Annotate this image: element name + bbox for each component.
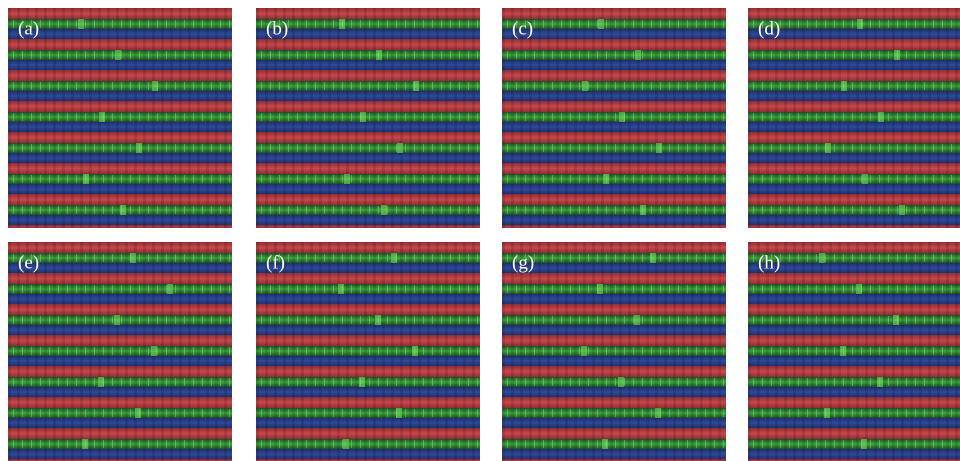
panel-texture <box>502 242 726 461</box>
panel-label: (a) <box>18 18 39 39</box>
highlight <box>343 439 349 449</box>
panel-label: (f) <box>266 252 285 273</box>
panel-texture <box>748 242 960 461</box>
highlight <box>840 346 846 356</box>
panel-texture <box>8 8 232 228</box>
highlight <box>640 205 646 215</box>
highlight <box>619 112 625 122</box>
highlight <box>825 143 831 153</box>
highlight <box>114 315 120 325</box>
highlight <box>83 174 89 184</box>
panel-label: (b) <box>266 18 288 39</box>
highlight <box>618 377 624 387</box>
panel-texture <box>256 242 480 461</box>
highlight <box>397 143 403 153</box>
highlight <box>894 50 900 60</box>
panel: (d) <box>748 8 960 228</box>
figure: (a) (b) (c) (d) (e) (f) (g) (h) <box>0 0 960 461</box>
highlight <box>877 377 883 387</box>
highlight <box>338 284 344 294</box>
panel-label: (d) <box>758 18 780 39</box>
highlight <box>861 439 867 449</box>
highlight <box>650 253 656 263</box>
panel: (g) <box>502 242 726 461</box>
highlight <box>99 112 105 122</box>
highlight <box>655 408 661 418</box>
panel: (b) <box>256 8 480 228</box>
highlight <box>151 346 157 356</box>
panel-label: (e) <box>18 252 39 273</box>
panel: (h) <box>748 242 960 461</box>
highlight <box>360 112 366 122</box>
highlight <box>135 408 141 418</box>
page: (a)(b)(c)(d)(e)(f)(g)(h) (() => { const … <box>0 0 960 461</box>
highlight <box>396 408 402 418</box>
highlight <box>130 253 136 263</box>
highlight <box>167 284 173 294</box>
panel: (e) <box>8 242 232 461</box>
highlight <box>115 50 121 60</box>
highlight <box>581 346 587 356</box>
highlight <box>824 408 830 418</box>
highlight <box>381 205 387 215</box>
panel-label: (g) <box>512 252 534 273</box>
highlight <box>857 19 863 29</box>
highlight <box>391 253 397 263</box>
highlight <box>603 174 609 184</box>
highlight <box>82 439 88 449</box>
highlight <box>152 81 158 91</box>
panels: (a) (b) (c) (d) (e) (f) (g) (h) <box>8 8 960 461</box>
panel-texture <box>502 8 726 228</box>
highlight <box>893 315 899 325</box>
panel: (f) <box>256 242 480 461</box>
highlight <box>412 346 418 356</box>
highlight <box>862 174 868 184</box>
highlight <box>819 253 825 263</box>
panel-label: (h) <box>758 252 780 273</box>
panel-texture <box>748 8 960 228</box>
highlight <box>344 174 350 184</box>
highlight <box>899 205 905 215</box>
highlight <box>602 439 608 449</box>
panel-label: (c) <box>512 18 533 39</box>
highlight <box>78 19 84 29</box>
highlight <box>582 81 588 91</box>
highlight <box>634 315 640 325</box>
panel-texture <box>256 8 480 228</box>
highlight <box>841 81 847 91</box>
highlight <box>120 205 126 215</box>
highlight <box>359 377 365 387</box>
highlight <box>136 143 142 153</box>
highlight <box>339 19 345 29</box>
highlight <box>98 377 104 387</box>
highlight <box>597 284 603 294</box>
panel-texture <box>8 242 232 461</box>
highlight <box>598 19 604 29</box>
highlight <box>856 284 862 294</box>
highlight <box>413 81 419 91</box>
highlight <box>375 315 381 325</box>
panel: (c) <box>502 8 726 228</box>
highlight <box>635 50 641 60</box>
highlight <box>878 112 884 122</box>
highlight <box>656 143 662 153</box>
panel: (a) <box>8 8 232 228</box>
highlight <box>376 50 382 60</box>
